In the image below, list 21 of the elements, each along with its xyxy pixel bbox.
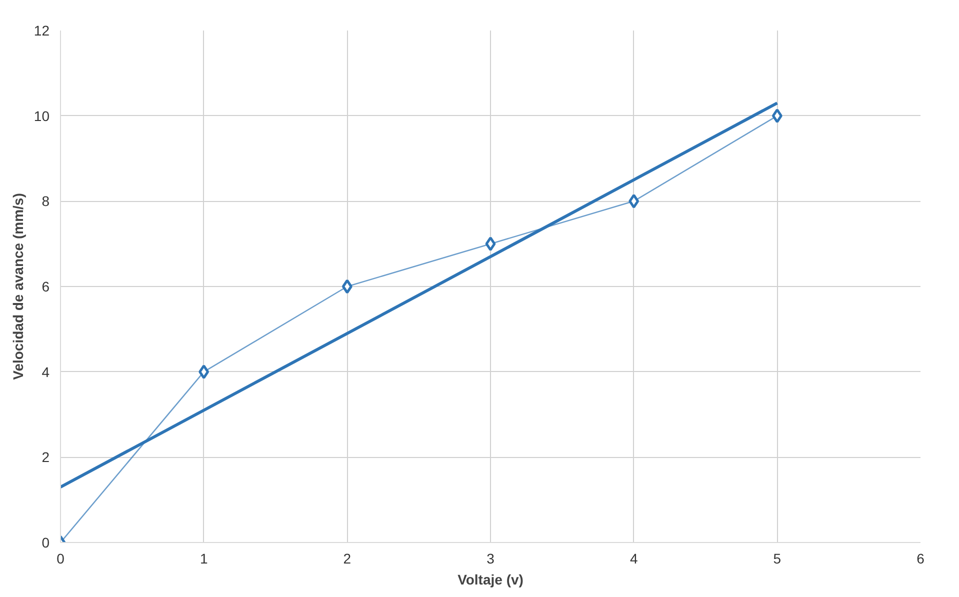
- y-tick-label: 2: [42, 449, 50, 466]
- point: [198, 364, 210, 380]
- x-tick-label: 3: [486, 550, 495, 566]
- point: [485, 236, 496, 252]
- point: [772, 108, 782, 124]
- x-axis-title: Voltaje (v): [458, 572, 524, 588]
- y-tick-label: 8: [42, 193, 50, 210]
- x-tick-label: 0: [56, 550, 65, 566]
- y-tick-label: 10: [34, 108, 50, 124]
- x-tick-label: 4: [630, 550, 638, 566]
- y-axis-title: Velocidad de avance (mm/s): [10, 193, 26, 380]
- y-tick-label: 4: [42, 364, 50, 380]
- y-tick-label: 6: [42, 278, 50, 294]
- y-tick-label: 12: [34, 22, 50, 38]
- point: [628, 194, 640, 208]
- x-tick-label: 1: [200, 550, 208, 566]
- y-tick-label: 0: [42, 534, 50, 550]
- x-tick-label: 2: [343, 550, 352, 566]
- x-tick-label: 5: [773, 550, 782, 566]
- x-tick-label: 6: [916, 550, 925, 566]
- point: [342, 279, 352, 294]
